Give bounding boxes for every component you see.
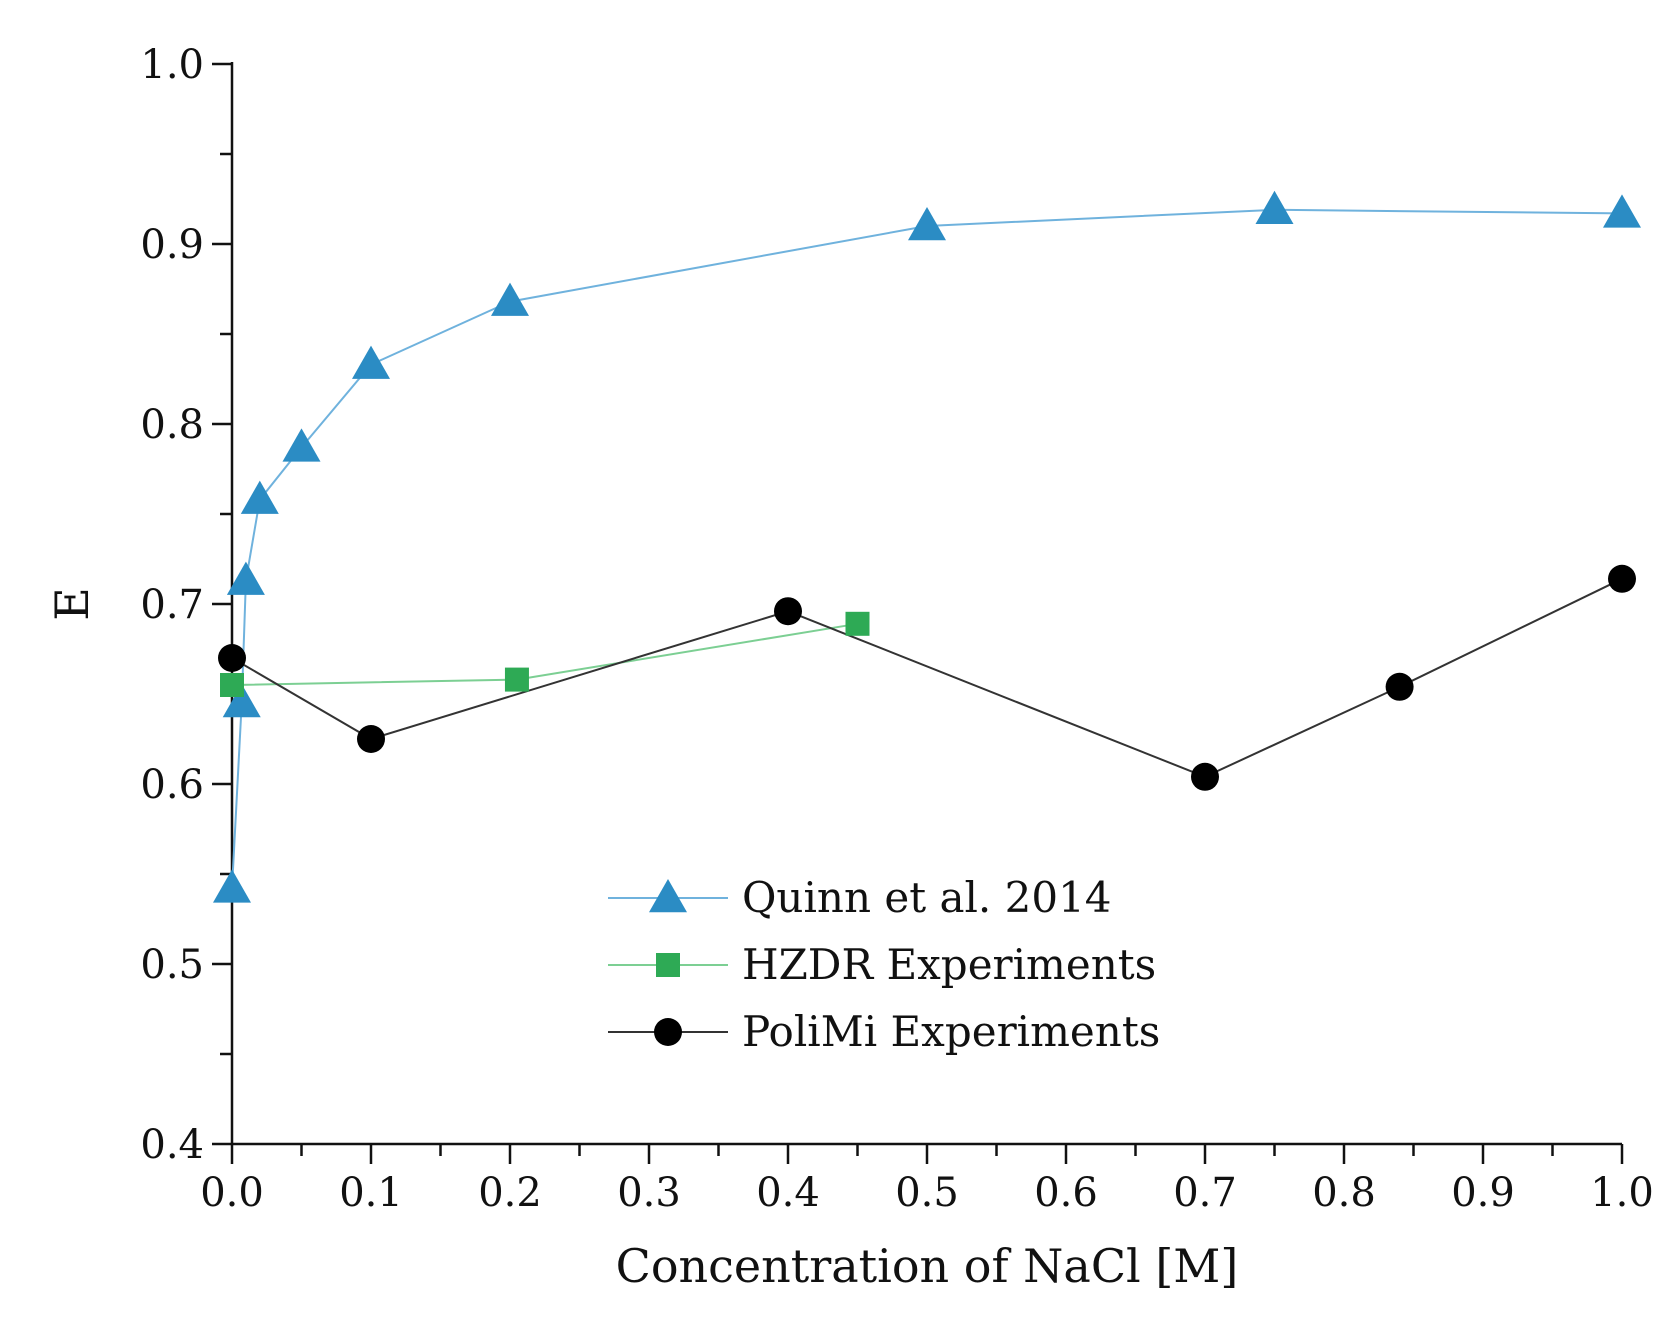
data-point [222,684,261,718]
data-point [908,207,946,241]
data-point [1191,762,1219,791]
y-axis-label: E [45,587,99,621]
data-point [845,611,870,636]
x-tick-label: 0.0 [200,1170,264,1216]
x-tick-label: 0.7 [1173,1170,1237,1216]
data-point [352,345,390,379]
series-line [231,622,858,686]
data-point [357,725,385,753]
y-tick-label: 0.9 [140,222,204,268]
data-point [240,480,279,514]
legend-entry: HZDR Experiments [608,940,1156,989]
y-tick-label: 0.5 [140,942,204,988]
legend-marker [654,1018,682,1046]
x-tick-label: 0.6 [1034,1170,1098,1216]
legend-label: PoliMi Experiments [742,1007,1160,1056]
x-tick-label: 0.5 [895,1170,959,1216]
x-tick-label: 0.2 [478,1170,542,1216]
legend: Quinn et al. 2014 HZDR Experiments PoliMi … [608,873,1160,1056]
data-point [1603,194,1641,228]
data-point [1255,190,1294,225]
data-point [774,597,802,626]
series-points-1 [220,611,870,697]
y-tick-label: 1.0 [140,42,204,88]
series-line [231,577,1623,778]
data-point [504,667,529,692]
x-axis-label: Concentration of NaCl [M] [616,1239,1239,1293]
data-point [226,561,265,595]
legend-marker [656,953,680,977]
series-0 [231,208,1623,889]
y-tick-label: 0.7 [140,582,204,628]
data-point [1608,564,1636,593]
series-2 [231,577,1623,778]
axes: 0.4 0.5 0.6 0.7 0.8 0.9 1.0 0.0 0.1 0.2 0.3 0.4 0.5 0… [140,42,1653,1216]
y-tick-label: 0.8 [140,402,204,448]
y-tick-label: 0.6 [140,762,204,808]
legend-marker [649,879,687,913]
data-point [218,644,246,672]
series-points-2 [218,564,1636,791]
legend-entry: PoliMi Experiments [608,1007,1160,1056]
data-point [282,428,321,462]
series-layer [213,190,1641,903]
legend-label: HZDR Experiments [742,940,1156,989]
data-point [1385,672,1414,701]
series-1 [231,622,858,686]
x-tick-label: 0.9 [1451,1170,1515,1216]
data-point [213,869,251,903]
y-tick-label: 0.4 [140,1122,204,1168]
legend-entry: Quinn et al. 2014 [608,873,1112,922]
series-points-0 [213,190,1641,903]
data-point [220,673,244,697]
series-line [231,208,1623,889]
x-tick-label: 0.1 [339,1170,403,1216]
x-tick-label: 1.0 [1590,1170,1654,1216]
legend-label: Quinn et al. 2014 [742,873,1112,922]
x-tick-label: 0.4 [756,1170,820,1216]
x-tick-label: 0.8 [1312,1170,1376,1216]
data-point [491,282,529,316]
x-tick-label: 0.3 [617,1170,681,1216]
